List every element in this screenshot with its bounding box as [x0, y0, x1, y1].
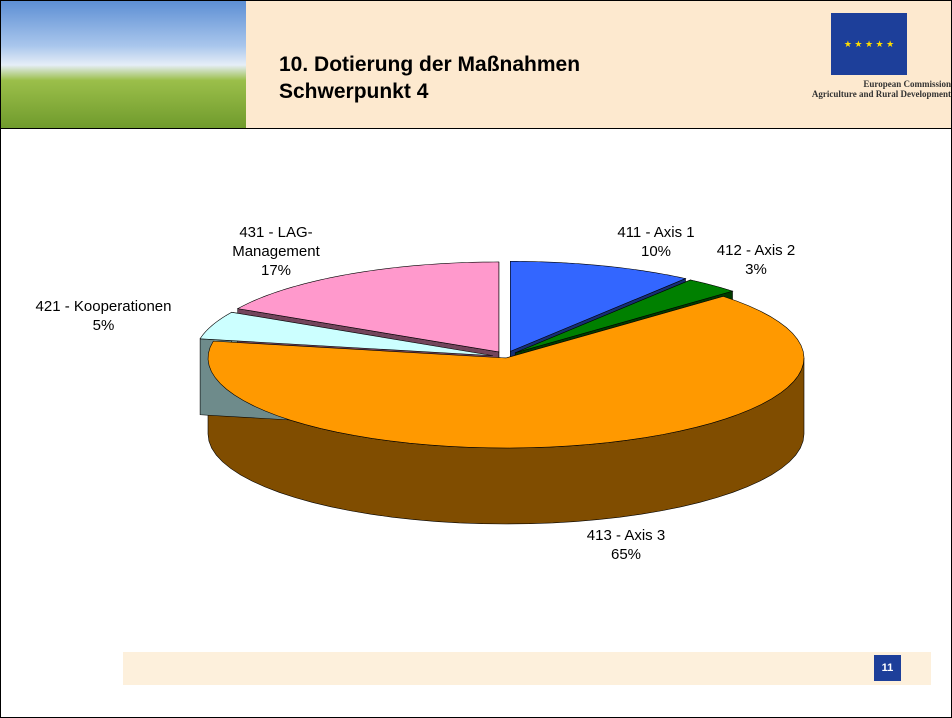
slice-label: 411 - Axis 1 10%	[576, 223, 736, 261]
header-rule	[1, 128, 951, 129]
logo-line: European Commission	[863, 79, 951, 89]
logo-line: Agriculture and Rural Development	[811, 89, 951, 99]
slice-category-label: 431 - LAG-Management	[232, 224, 320, 260]
slice	[510, 261, 687, 352]
slice	[199, 311, 493, 356]
slice-value-label: 5%	[92, 317, 115, 334]
slice-category-label: 421 - Kooperationen	[35, 298, 172, 315]
slice-label: 421 - Kooperationen 5%	[11, 297, 196, 335]
title-line: 10. Dotierung der Maßnahmen	[279, 53, 581, 76]
slice	[236, 261, 500, 353]
slice-value-label: 10%	[640, 243, 672, 260]
eu-logo: ★ ★ ★ ★ ★	[831, 13, 907, 75]
slice-label: 412 - Axis 2 3%	[701, 241, 811, 279]
title-line: Schwerpunkt 4	[279, 80, 429, 103]
slice-category-label: 413 - Axis 3	[586, 527, 666, 544]
header-title: 10. Dotierung der Maßnahmen Schwerpunkt …	[279, 51, 580, 105]
slice-category-label: 411 - Axis 1	[617, 224, 695, 241]
slice-value-label: 17%	[260, 262, 292, 279]
slice	[207, 296, 805, 449]
page-number: 11	[874, 655, 901, 681]
slice	[515, 279, 734, 354]
slice-value-label: 3%	[745, 261, 767, 278]
slice-value-label: 65%	[610, 546, 642, 563]
footer-band	[123, 652, 931, 685]
slice-category-label: 412 - Axis 2	[716, 242, 796, 259]
logo-text: European Commission Agriculture and Rura…	[771, 79, 951, 99]
slice-label: 431 - LAG-Management 17%	[226, 223, 326, 280]
header-image	[1, 1, 246, 129]
slice-label: 413 - Axis 3 65%	[556, 526, 696, 564]
